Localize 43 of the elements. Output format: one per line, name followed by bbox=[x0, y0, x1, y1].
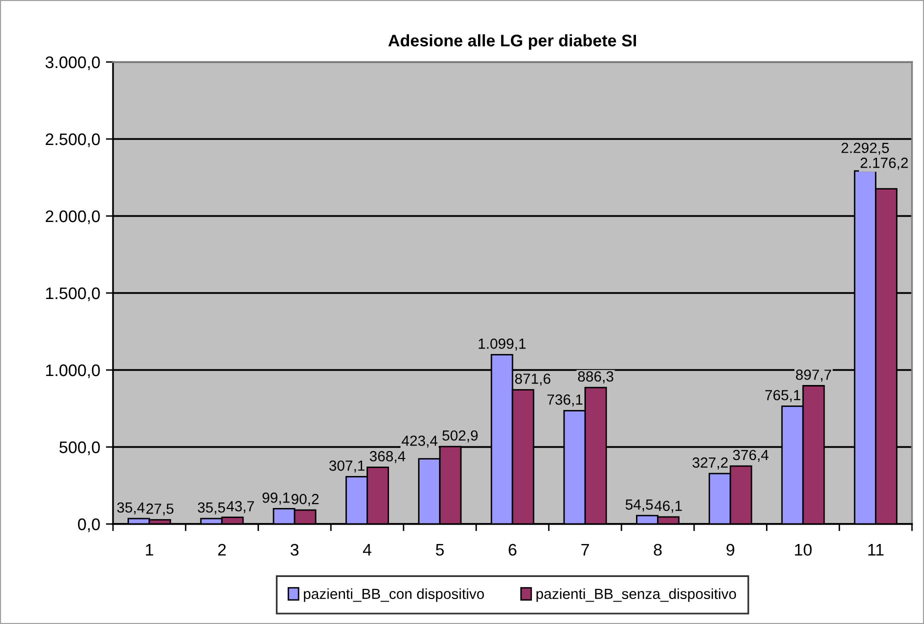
data-label: 765,1 bbox=[765, 390, 800, 402]
data-label: 1.099,1 bbox=[478, 338, 526, 351]
data-label: 35,5 bbox=[198, 502, 226, 514]
data-label: 27,5 bbox=[146, 504, 174, 516]
y-tick-label: 500,0 bbox=[59, 441, 100, 456]
x-tick-label: 11 bbox=[868, 544, 884, 556]
y-tick-label: 2.000,0 bbox=[46, 210, 100, 224]
x-tick-label: 4 bbox=[362, 544, 372, 556]
legend-label: pazienti_BB_con dispositivo bbox=[304, 588, 484, 602]
data-label: 886,3 bbox=[578, 371, 614, 384]
x-tick-label: 6 bbox=[508, 544, 516, 556]
data-label: 35,4 bbox=[117, 502, 145, 514]
data-label: 423,4 bbox=[402, 436, 438, 448]
data-label: 871,6 bbox=[515, 374, 550, 386]
data-label: 43,7 bbox=[226, 501, 254, 514]
data-label: 736,1 bbox=[547, 394, 582, 406]
data-label: 307,1 bbox=[329, 460, 365, 473]
data-label: 502,9 bbox=[442, 430, 478, 442]
data-label: 327,2 bbox=[692, 457, 728, 470]
y-tick-label: 1.000,0 bbox=[46, 364, 100, 378]
data-label: 46,1 bbox=[654, 500, 682, 513]
y-tick-label: 2.500,0 bbox=[46, 133, 100, 148]
x-tick-label: 10 bbox=[795, 544, 812, 556]
x-tick-label: 2 bbox=[218, 544, 226, 556]
data-label: 54,5 bbox=[626, 500, 653, 512]
x-tick-label: 5 bbox=[436, 544, 444, 556]
x-tick-label: 1 bbox=[146, 544, 154, 556]
chart-title: Adesione alle LG per diabete SI bbox=[388, 34, 636, 50]
data-label: 368,4 bbox=[370, 451, 406, 464]
legend-label: pazienti_BB_senza_dispositivo bbox=[536, 588, 736, 602]
data-label: 90,2 bbox=[292, 494, 319, 506]
x-tick-label: 3 bbox=[290, 544, 298, 556]
y-tick-label: 1.500,0 bbox=[46, 287, 100, 302]
x-tick-label: 7 bbox=[581, 544, 589, 556]
data-label: 2.292,5 bbox=[842, 142, 889, 155]
y-tick-label: 0,0 bbox=[78, 518, 100, 532]
data-label: 99,1 bbox=[262, 492, 290, 505]
x-tick-label: 8 bbox=[654, 544, 662, 556]
data-label: 376,4 bbox=[732, 450, 768, 462]
data-label: 897,7 bbox=[796, 370, 832, 382]
y-tick-label: 3.000,0 bbox=[46, 56, 100, 70]
data-label: 2.176,2 bbox=[860, 158, 908, 170]
x-tick-label: 9 bbox=[726, 544, 734, 556]
